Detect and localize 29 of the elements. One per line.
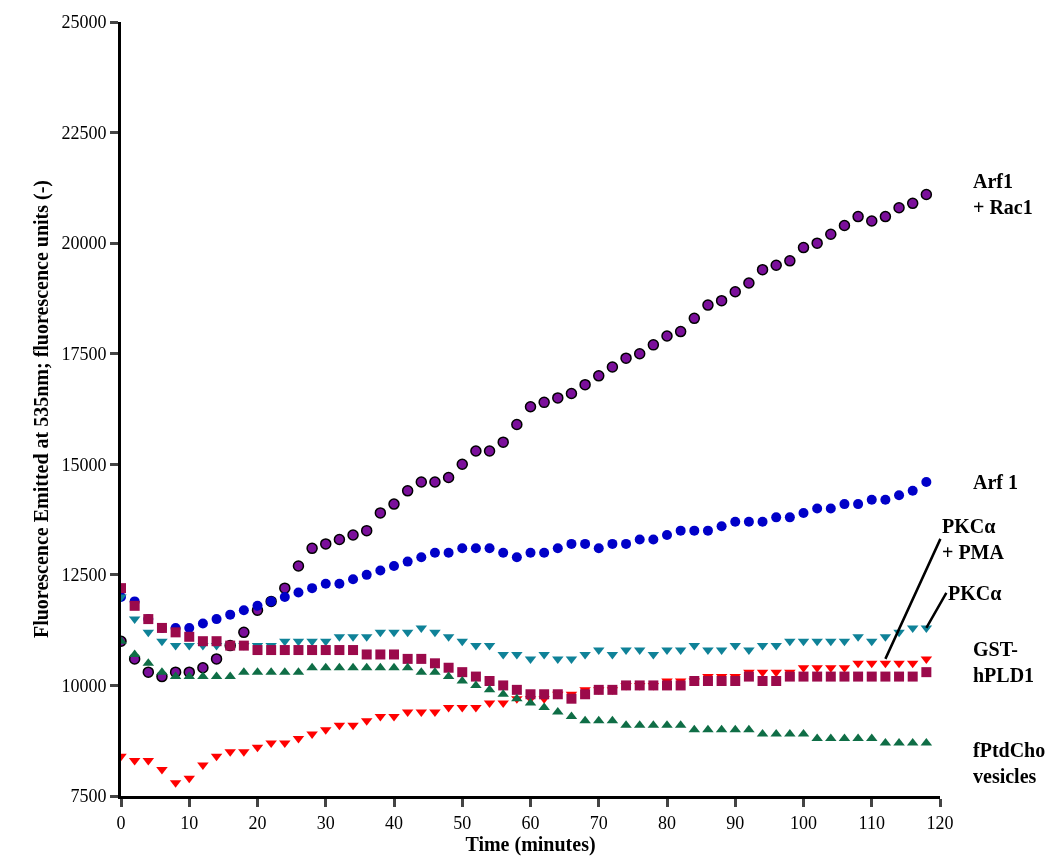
x-tick-label: 0 <box>116 812 126 833</box>
x-tick-label: 10 <box>180 812 199 833</box>
y-axis-title: Fluorescence Emitted at 535nm; fluorescence units (-) <box>29 179 53 639</box>
y-tick-label: 12500 <box>61 565 107 586</box>
x-tick-label: 70 <box>589 812 608 833</box>
x-tick-label: 50 <box>453 812 472 833</box>
x-tick-label: 90 <box>726 812 745 833</box>
x-tick-label: 120 <box>926 812 954 833</box>
text: Arf1 + Rac1 <box>973 170 1033 218</box>
text: Arf 1 <box>973 471 1018 493</box>
x-tick-label: 30 <box>316 812 335 833</box>
x-tick-label: 40 <box>385 812 403 833</box>
x-tick-label: 100 <box>790 812 817 833</box>
text: fPtdCho vesicles <box>973 739 1046 787</box>
y-tick-label: 22500 <box>61 122 107 143</box>
x-tick-label: 110 <box>858 812 885 833</box>
y-tick-label: 10000 <box>61 675 107 696</box>
text: GST- hPLD1 <box>973 638 1035 686</box>
y-tick-label: 20000 <box>61 233 107 254</box>
text: PKCα + PMA <box>942 515 1005 563</box>
x-tick-label: 60 <box>521 812 540 833</box>
series-label: PKCα <box>948 582 1002 604</box>
y-tick-label: 15000 <box>61 454 107 475</box>
y-tick-label: 25000 <box>61 12 107 33</box>
x-tick-label: 80 <box>658 812 676 833</box>
y-tick-label: 7500 <box>70 786 107 807</box>
x-tick-label: 20 <box>248 812 267 833</box>
x-axis-title: Time (minutes) <box>465 832 596 856</box>
y-tick-label: 17500 <box>61 344 107 365</box>
